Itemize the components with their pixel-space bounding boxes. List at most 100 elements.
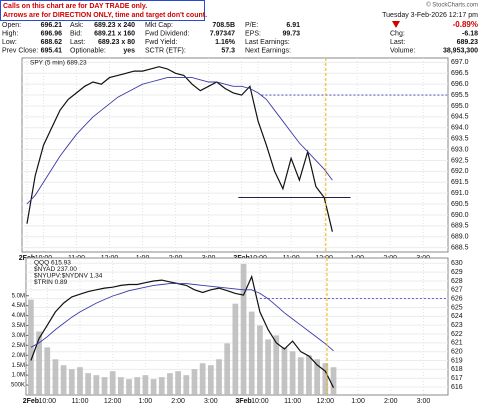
- volume-bar: [44, 347, 51, 395]
- stat-value: 689.21 x 160: [94, 30, 135, 37]
- volume-bar: [142, 375, 149, 395]
- volume-bar: [134, 377, 141, 395]
- stat-label: Last:: [70, 39, 85, 46]
- stat-label: Bid:: [70, 30, 82, 37]
- volume-bar: [101, 377, 108, 395]
- volume-bar: [330, 367, 337, 395]
- x-tick-label: 11:00: [71, 398, 88, 405]
- y2-tick-label: 3.5M: [12, 323, 25, 329]
- stat-value: 6.91: [286, 22, 300, 29]
- y-tick-label: 620: [451, 349, 463, 356]
- stat-value: 1.16%: [215, 39, 236, 46]
- volume-bar: [158, 377, 165, 395]
- stat-value: yes: [123, 47, 135, 54]
- y-tick-label: 690.0: [451, 212, 469, 219]
- y2-tick-label: 500K: [11, 383, 25, 389]
- y-tick-label: 689.0: [451, 234, 469, 241]
- volume-bar: [257, 325, 263, 395]
- volume-bar: [118, 377, 124, 395]
- volume-bar: [150, 379, 157, 395]
- volume-bar: [77, 367, 83, 395]
- stat-label: Next Earnings:: [245, 47, 291, 54]
- stat-value: 99.73: [282, 30, 300, 37]
- stat-label: Last Earnings:: [245, 39, 290, 46]
- y-tick-label: 622: [451, 331, 463, 338]
- y-tick-label: 688.5: [451, 244, 469, 251]
- volume-bar: [232, 303, 239, 395]
- x-tick-label: 2:00: [171, 398, 185, 405]
- change-pct: -0.89%: [453, 20, 478, 29]
- notice-box: [0, 0, 205, 21]
- volume-bar: [183, 375, 190, 395]
- stat-value: 688.62: [41, 39, 63, 46]
- volume-bar: [306, 355, 312, 395]
- y-tick-label: 619: [451, 357, 463, 364]
- stat-value: 7.97347: [210, 30, 235, 37]
- stat-value: -6.18: [462, 30, 478, 37]
- y-tick-label: 692.5: [451, 157, 469, 164]
- y2-tick-label: 4.0M: [12, 313, 25, 319]
- y-tick-label: 629: [451, 269, 463, 276]
- volume-bar: [167, 373, 173, 395]
- x-tick-label: 3:00: [417, 398, 431, 405]
- y-tick-label: 630: [451, 260, 463, 267]
- volume-bar: [126, 379, 132, 395]
- y-tick-label: 695.5: [451, 92, 469, 99]
- y-tick-label: 689.5: [451, 223, 469, 230]
- y-tick-label: 690.5: [451, 201, 469, 208]
- volume-bar: [109, 371, 116, 395]
- y-tick-label: 691.0: [451, 190, 469, 197]
- stat-label: EPS:: [245, 30, 261, 37]
- copyright: © StockCharts.com: [426, 2, 478, 9]
- stat-label: Prev Close:: [2, 47, 38, 54]
- y-tick-label: 627: [451, 287, 463, 294]
- x-tick-label: 3Feb: [235, 398, 251, 405]
- volume-bar: [60, 365, 67, 395]
- y-tick-label: 693.5: [451, 135, 469, 142]
- y2-tick-label: 4.5M: [12, 303, 25, 309]
- y-tick-label: 692.0: [451, 168, 469, 175]
- volume-bar: [175, 371, 181, 395]
- legend-entry: $TRIN 0.89: [34, 279, 68, 286]
- moving-average-line: [30, 283, 334, 352]
- volume-bar: [28, 299, 34, 395]
- volume-bar: [297, 357, 304, 395]
- y2-tick-label: 5.0M: [12, 293, 25, 299]
- volume-bar: [240, 263, 247, 395]
- y2-tick-label: 3.0M: [12, 333, 25, 339]
- y-tick-label: 697.0: [451, 59, 469, 66]
- moving-average-line: [26, 77, 333, 205]
- volume-bar: [289, 351, 296, 395]
- y-tick-label: 621: [451, 340, 463, 347]
- price-line: [26, 66, 333, 232]
- y-tick-label: 628: [451, 278, 463, 285]
- x-tick-label: 10:00: [251, 398, 269, 405]
- y-tick-label: 617: [451, 375, 463, 382]
- volume-bar: [199, 363, 206, 395]
- y-tick-label: 696.5: [451, 70, 469, 77]
- volume-bar: [207, 365, 214, 395]
- x-tick-label: 12:00: [317, 398, 335, 405]
- stat-label: Low:: [2, 39, 17, 46]
- y-tick-label: 696.0: [451, 81, 469, 88]
- legend-entry: SPY (5 min) 689.23: [30, 60, 87, 67]
- stat-label: Open:: [2, 22, 21, 29]
- volume-bar: [68, 369, 75, 395]
- x-tick-label: 11:00: [284, 398, 301, 405]
- volume-bar: [85, 373, 92, 395]
- stat-label: Fwd Yield:: [145, 39, 177, 46]
- price-line: [30, 274, 335, 388]
- y-tick-label: 616: [451, 384, 463, 391]
- y-tick-label: 626: [451, 296, 463, 303]
- y-tick-label: 625: [451, 304, 463, 311]
- stat-label: Optionable:: [70, 47, 106, 54]
- y-tick-label: 618: [451, 366, 463, 373]
- notice-line: Calls on this chart are for DAY TRADE on…: [3, 3, 147, 10]
- y2-tick-label: 1.5M: [12, 363, 25, 369]
- stat-label: SCTR (ETF):: [145, 47, 186, 54]
- volume-bar: [52, 359, 59, 395]
- x-tick-label: 12:00: [104, 398, 122, 405]
- down-arrow-icon: [392, 21, 400, 28]
- y-tick-label: 624: [451, 313, 463, 320]
- stat-value: 38,953,300: [443, 47, 478, 54]
